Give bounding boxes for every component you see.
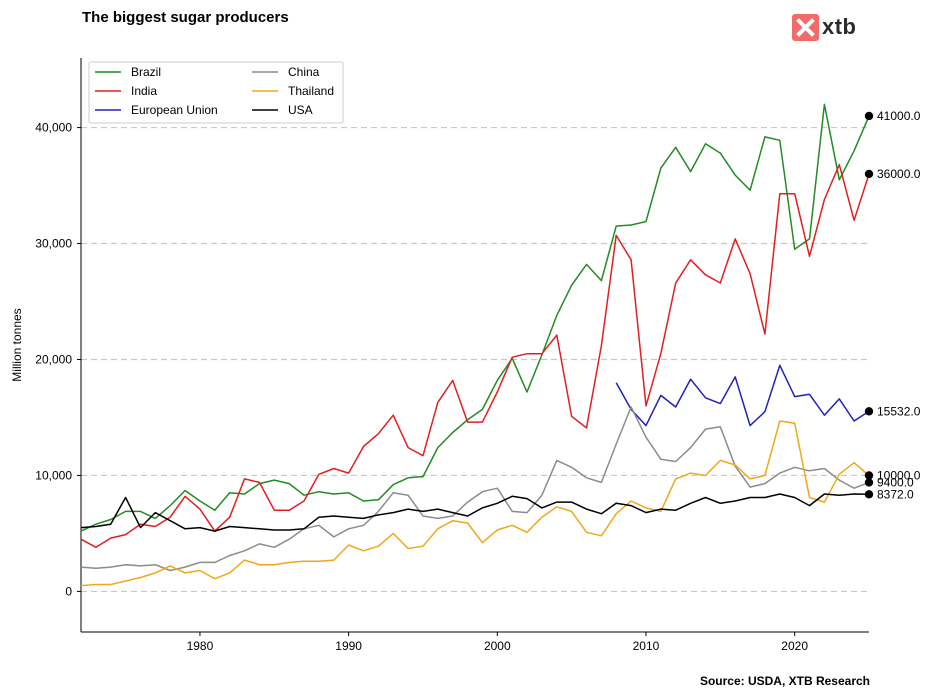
x-tick-label: 1980 [187,639,214,653]
y-tick-label: 40,000 [35,121,72,135]
x-tick-label: 2000 [484,639,511,653]
end-point-india [864,169,874,179]
end-label-india: 36000.0 [877,167,921,181]
legend: Brazil India European Union China Thailand US… [88,61,344,124]
axes: 0 10,000 20,000 30,000 40,000 1980 1990 2000 201… [35,58,869,653]
series-line-brazil [80,103,870,532]
series-line-european-union [615,364,870,427]
chart-title: The biggest sugar producers [82,9,289,26]
source-note: Source: USDA, XTB Research [699,674,870,688]
series-line-usa [80,493,870,532]
xtb-logo: xtb [792,12,857,42]
series-line-thailand [80,420,870,587]
legend-label-european-union: European Union [131,103,218,117]
end-point-china [864,478,874,487]
xtb-logo-text: xtb [822,14,857,39]
end-label-brazil: 41000.0 [877,109,921,123]
legend-label-china: China [288,65,320,79]
end-point-usa [864,490,874,499]
series-lines [80,103,870,587]
end-point-brazil [864,111,874,121]
legend-label-usa: USA [288,103,313,117]
y-axis-label: Million tonnes [10,308,24,381]
x-tick-label: 1990 [335,639,362,653]
legend-box [88,61,344,124]
series-line-india [80,163,870,549]
y-tick-label: 0 [65,584,72,598]
legend-label-thailand: Thailand [288,84,334,98]
legend-label-brazil: Brazil [131,65,161,79]
end-label-china: 9400.0 [877,475,914,489]
grid-lines [81,126,869,593]
x-tick-label: 2010 [633,639,660,653]
x-tick-label: 2020 [781,639,808,653]
xtb-logo-mark-icon [792,13,819,41]
y-tick-label: 30,000 [35,237,72,251]
y-tick-label: 10,000 [35,468,72,482]
end-label-european-union: 15532.0 [877,404,921,418]
legend-label-india: India [131,84,157,98]
end-point-european-union [864,407,874,416]
end-point-thailand [864,471,874,480]
series-line-china [80,406,870,572]
end-label-usa: 8372.0 [877,487,914,501]
end-label-thailand: 10000.0 [877,468,921,482]
y-tick-label: 20,000 [35,352,72,366]
